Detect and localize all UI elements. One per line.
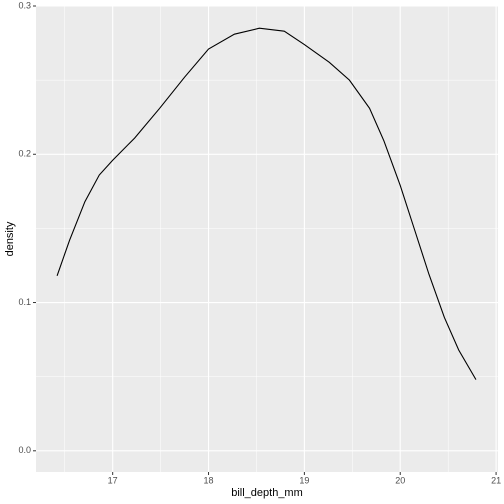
x-tick-label: 21 — [491, 475, 501, 485]
y-tick-label: 0.3 — [18, 0, 31, 10]
x-tick-label: 17 — [108, 475, 118, 485]
x-tick-label: 18 — [204, 475, 214, 485]
y-tick-label: 0.0 — [18, 445, 31, 455]
x-axis-label: bill_depth_mm — [231, 487, 303, 499]
density-line — [56, 27, 477, 380]
x-tick-label: 20 — [395, 475, 405, 485]
y-tick-label: 0.1 — [18, 297, 31, 307]
y-axis-label: density — [4, 221, 16, 256]
x-tick-label: 19 — [299, 475, 309, 485]
y-tick-label: 0.2 — [18, 149, 31, 159]
panel — [36, 6, 498, 472]
